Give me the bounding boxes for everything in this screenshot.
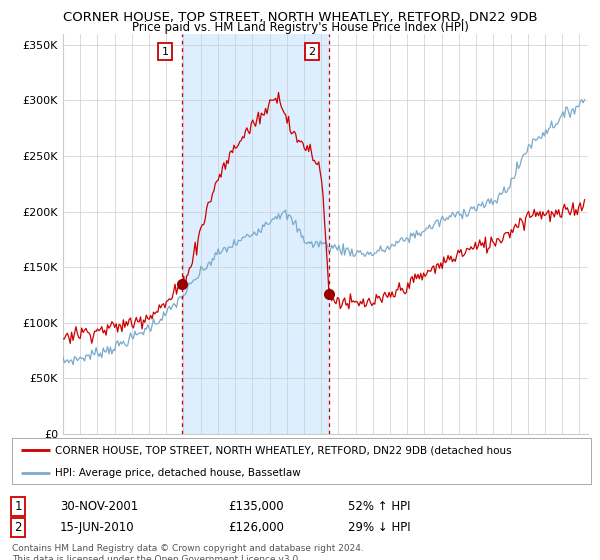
Text: 1: 1 bbox=[14, 500, 22, 514]
Text: £135,000: £135,000 bbox=[228, 500, 284, 514]
Text: CORNER HOUSE, TOP STREET, NORTH WHEATLEY, RETFORD, DN22 9DB (detached hous: CORNER HOUSE, TOP STREET, NORTH WHEATLEY… bbox=[55, 445, 512, 455]
Text: CORNER HOUSE, TOP STREET, NORTH WHEATLEY, RETFORD, DN22 9DB: CORNER HOUSE, TOP STREET, NORTH WHEATLEY… bbox=[62, 11, 538, 24]
Text: 2: 2 bbox=[14, 521, 22, 534]
Text: £126,000: £126,000 bbox=[228, 521, 284, 534]
Bar bbox=[182, 34, 329, 434]
Text: 2: 2 bbox=[308, 46, 316, 57]
Text: HPI: Average price, detached house, Bassetlaw: HPI: Average price, detached house, Bass… bbox=[55, 468, 301, 478]
Text: 15-JUN-2010: 15-JUN-2010 bbox=[60, 521, 134, 534]
Text: 52% ↑ HPI: 52% ↑ HPI bbox=[348, 500, 410, 514]
Text: 29% ↓ HPI: 29% ↓ HPI bbox=[348, 521, 410, 534]
Text: Contains HM Land Registry data © Crown copyright and database right 2024.
This d: Contains HM Land Registry data © Crown c… bbox=[12, 544, 364, 560]
Text: 30-NOV-2001: 30-NOV-2001 bbox=[60, 500, 138, 514]
Text: 1: 1 bbox=[161, 46, 169, 57]
Text: Price paid vs. HM Land Registry's House Price Index (HPI): Price paid vs. HM Land Registry's House … bbox=[131, 21, 469, 34]
